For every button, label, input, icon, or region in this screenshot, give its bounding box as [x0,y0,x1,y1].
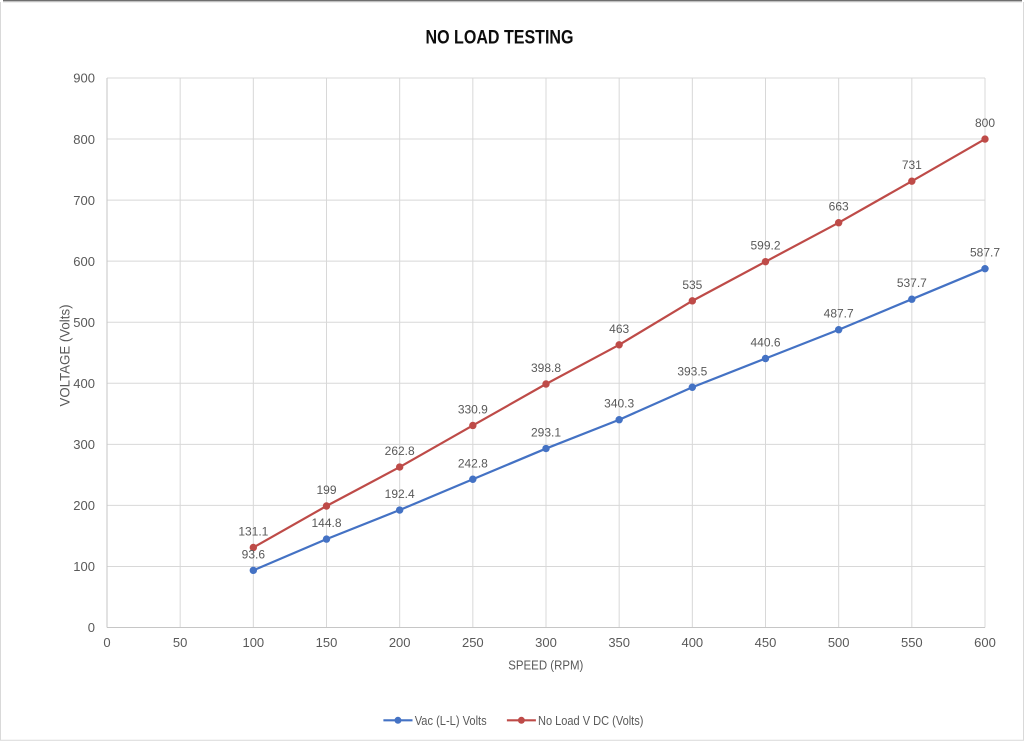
svg-text:Vac (L-L) Volts: Vac (L-L) Volts [415,713,487,728]
svg-text:700: 700 [73,193,95,208]
svg-text:350: 350 [608,635,630,650]
svg-text:262.8: 262.8 [385,444,415,458]
svg-text:300: 300 [73,437,95,452]
svg-text:487.7: 487.7 [824,307,854,321]
svg-text:200: 200 [73,498,95,513]
svg-text:398.8: 398.8 [531,361,561,375]
svg-text:0: 0 [88,620,95,635]
svg-text:250: 250 [462,635,484,650]
svg-text:330.9: 330.9 [458,402,488,416]
svg-text:400: 400 [681,635,703,650]
svg-text:100: 100 [73,559,95,574]
svg-text:0: 0 [103,635,110,650]
svg-text:242.8: 242.8 [458,456,488,470]
svg-text:587.7: 587.7 [970,246,1000,260]
svg-text:300: 300 [535,635,557,650]
svg-text:535: 535 [682,278,702,292]
svg-text:150: 150 [316,635,338,650]
svg-text:550: 550 [901,635,923,650]
svg-text:463: 463 [609,322,629,336]
svg-text:100: 100 [242,635,264,650]
svg-text:50: 50 [173,635,187,650]
svg-text:400: 400 [73,376,95,391]
svg-text:293.1: 293.1 [531,426,561,440]
svg-text:SPEED (RPM): SPEED (RPM) [508,658,583,673]
svg-text:500: 500 [73,315,95,330]
svg-text:440.6: 440.6 [750,335,780,349]
svg-text:800: 800 [975,116,995,130]
svg-text:599.2: 599.2 [750,239,780,253]
svg-text:No Load V DC (Volts): No Load V DC (Volts) [538,713,643,728]
svg-text:600: 600 [73,254,95,269]
svg-text:340.3: 340.3 [604,397,634,411]
svg-text:500: 500 [828,635,850,650]
svg-text:450: 450 [755,635,777,650]
svg-text:731: 731 [902,158,922,172]
svg-text:192.4: 192.4 [385,487,415,501]
svg-text:600: 600 [974,635,996,650]
svg-text:537.7: 537.7 [897,276,927,290]
svg-text:NO LOAD TESTING: NO LOAD TESTING [426,28,574,49]
svg-text:663: 663 [829,200,849,214]
svg-text:199: 199 [316,483,336,497]
svg-text:VOLTAGE (Volts): VOLTAGE (Volts) [58,305,73,407]
svg-text:131.1: 131.1 [238,524,268,538]
svg-text:800: 800 [73,132,95,147]
svg-text:393.5: 393.5 [677,364,707,378]
svg-text:200: 200 [389,635,411,650]
svg-text:900: 900 [73,71,95,86]
svg-text:93.6: 93.6 [242,547,266,561]
svg-text:144.8: 144.8 [311,516,341,530]
